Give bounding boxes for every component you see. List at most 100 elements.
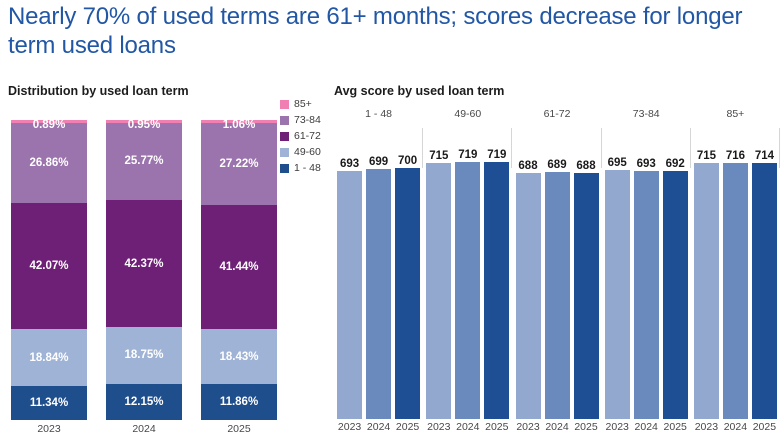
legend-item-49-60[interactable]: 49-60 (280, 144, 321, 160)
term-group-61-72: 61-72 688 2023 689 2024 688 2025 (512, 104, 602, 440)
distribution-chart-title: Distribution by used loan term (8, 84, 189, 98)
term-group-bars: 715 2023 716 2024 714 2025 (691, 126, 780, 440)
score-bar-73-84-2023[interactable] (604, 170, 630, 419)
score-bar-61-72-2023[interactable] (515, 172, 541, 419)
bar-value-label: 719 (487, 148, 507, 161)
legend-item-1-48[interactable]: 1 - 48 (280, 160, 321, 176)
bar-value-label: 719 (458, 148, 478, 161)
score-bar-85plus-2025[interactable] (751, 163, 777, 419)
segment-85plus-2023[interactable]: 0.89% (11, 119, 87, 131)
segment-61-72-2025[interactable]: 41.44% (201, 204, 277, 330)
bar-column-61-72-2023: 688 2023 (515, 159, 541, 434)
bar-value-label: 688 (518, 159, 538, 172)
loan-term-legend: 85+ 73-84 61-72 49-60 1 - 48 (280, 96, 321, 176)
x-axis-label-2023: 2023 (516, 421, 540, 433)
bar-column-1-48-2024: 699 2024 (366, 155, 392, 434)
term-group-label: 85+ (726, 108, 745, 120)
grouped-bars-plot: 1 - 48 693 2023 699 2024 700 2025 49-60 715 2023 7… (334, 104, 780, 440)
bar-column-85plus-2025: 714 2025 (751, 150, 777, 434)
score-bar-61-72-2024[interactable] (544, 172, 570, 419)
score-bar-1-48-2025[interactable] (395, 168, 421, 419)
segment-1-48-2023[interactable]: 11.34% (11, 385, 87, 420)
term-group-bars: 695 2023 693 2024 692 2025 (602, 126, 691, 440)
bar-column-73-84-2023: 695 2023 (604, 157, 630, 434)
x-axis-label-2023: 2023 (694, 421, 719, 433)
score-bar-61-72-2025[interactable] (573, 172, 599, 419)
segment-value-label: 18.43% (219, 350, 259, 363)
legend-label: 73-84 (294, 114, 321, 126)
term-group-73-84: 73-84 695 2023 693 2024 692 2025 (602, 104, 691, 440)
bar-column-85plus-2024: 716 2024 (722, 149, 748, 434)
segment-value-label: 1.06% (222, 119, 256, 131)
group-divider-line (689, 128, 691, 168)
x-axis-label-2024: 2024 (723, 421, 748, 433)
segment-49-60-2025[interactable]: 18.43% (201, 329, 277, 385)
term-group-bars: 688 2023 689 2024 688 2025 (512, 126, 601, 440)
stacked-bars-x-axis: 2023 2024 2025 (11, 423, 277, 435)
score-bar-85plus-2024[interactable] (722, 162, 748, 419)
segment-85plus-2025[interactable]: 1.06% (201, 119, 277, 131)
segment-49-60-2024[interactable]: 18.75% (106, 327, 182, 384)
segment-value-label: 0.95% (127, 119, 161, 131)
term-group-label: 61-72 (543, 108, 571, 120)
score-bar-49-60-2023[interactable] (426, 163, 452, 419)
score-bar-1-48-2023[interactable] (337, 170, 363, 419)
bar-column-61-72-2024: 689 2024 (544, 159, 570, 434)
score-bar-85plus-2023[interactable] (693, 163, 719, 419)
segment-value-label: 11.34% (29, 396, 69, 409)
legend-item-85plus[interactable]: 85+ (280, 96, 321, 112)
x-axis-label-2025: 2025 (752, 421, 777, 433)
segment-1-48-2025[interactable]: 11.86% (201, 384, 277, 420)
stacked-bar-2024: 0.95% 25.77% 42.37% 18.75% 12.15% (106, 119, 182, 420)
segment-61-72-2024[interactable]: 42.37% (106, 200, 182, 328)
legend-item-61-72[interactable]: 61-72 (280, 128, 321, 144)
segment-value-label: 26.86% (29, 156, 69, 169)
bar-value-label: 688 (576, 159, 596, 172)
legend-swatch-73-84-icon (280, 115, 289, 125)
segment-49-60-2023[interactable]: 18.84% (11, 329, 87, 386)
bar-value-label: 693 (636, 157, 656, 170)
term-group-label: 1 - 48 (365, 108, 393, 120)
distribution-chart-panel: Distribution by used loan term 0.89% 26.8… (8, 84, 330, 440)
segment-1-48-2024[interactable]: 12.15% (106, 383, 182, 420)
stacked-bar-2023: 0.89% 26.86% 42.07% 18.84% 11.34% (11, 119, 87, 420)
segment-73-84-2024[interactable]: 25.77% (106, 122, 182, 201)
legend-swatch-85plus-icon (280, 99, 289, 109)
score-bar-73-84-2024[interactable] (633, 170, 659, 419)
segment-value-label: 25.77% (124, 155, 164, 168)
x-axis-label-2023: 2023 (337, 421, 362, 433)
legend-label: 49-60 (294, 146, 321, 158)
segment-73-84-2025[interactable]: 27.22% (201, 123, 277, 205)
term-group-85plus: 85+ 715 2023 716 2024 714 2025 (691, 104, 780, 440)
term-group-label: 73-84 (632, 108, 660, 120)
segment-value-label: 11.86% (219, 396, 259, 409)
score-bar-73-84-2025[interactable] (662, 171, 688, 419)
legend-item-73-84[interactable]: 73-84 (280, 112, 321, 128)
x-axis-label-2024: 2024 (634, 421, 658, 433)
segment-value-label: 18.75% (124, 349, 164, 362)
segment-61-72-2023[interactable]: 42.07% (11, 203, 87, 330)
dashboard-title: Nearly 70% of used terms are 61+ months;… (8, 2, 778, 60)
x-axis-label-2025: 2025 (574, 421, 598, 433)
segment-value-label: 42.37% (124, 257, 164, 270)
legend-label: 85+ (294, 98, 312, 110)
bar-column-1-48-2023: 693 2023 (337, 158, 363, 434)
segment-85plus-2024[interactable]: 0.95% (106, 119, 182, 131)
segment-73-84-2023[interactable]: 26.86% (11, 122, 87, 204)
legend-swatch-61-72-icon (280, 131, 289, 141)
legend-swatch-49-60-icon (280, 147, 289, 157)
term-group-bars: 715 2023 719 2024 719 2025 (423, 126, 512, 440)
group-divider-line (422, 128, 424, 168)
score-bar-49-60-2025[interactable] (484, 161, 510, 419)
bar-column-73-84-2024: 693 2024 (633, 157, 659, 434)
bar-value-label: 716 (725, 149, 745, 162)
bar-value-label: 689 (547, 159, 567, 172)
x-axis-label-2025: 2025 (663, 421, 687, 433)
score-bar-1-48-2024[interactable] (366, 168, 392, 419)
bar-value-label: 692 (665, 158, 685, 171)
bar-value-label: 699 (369, 155, 389, 168)
group-divider-line (511, 128, 513, 168)
score-bar-49-60-2024[interactable] (455, 161, 481, 419)
x-axis-label-2023: 2023 (605, 421, 629, 433)
x-axis-label-2024: 2024 (132, 423, 156, 435)
